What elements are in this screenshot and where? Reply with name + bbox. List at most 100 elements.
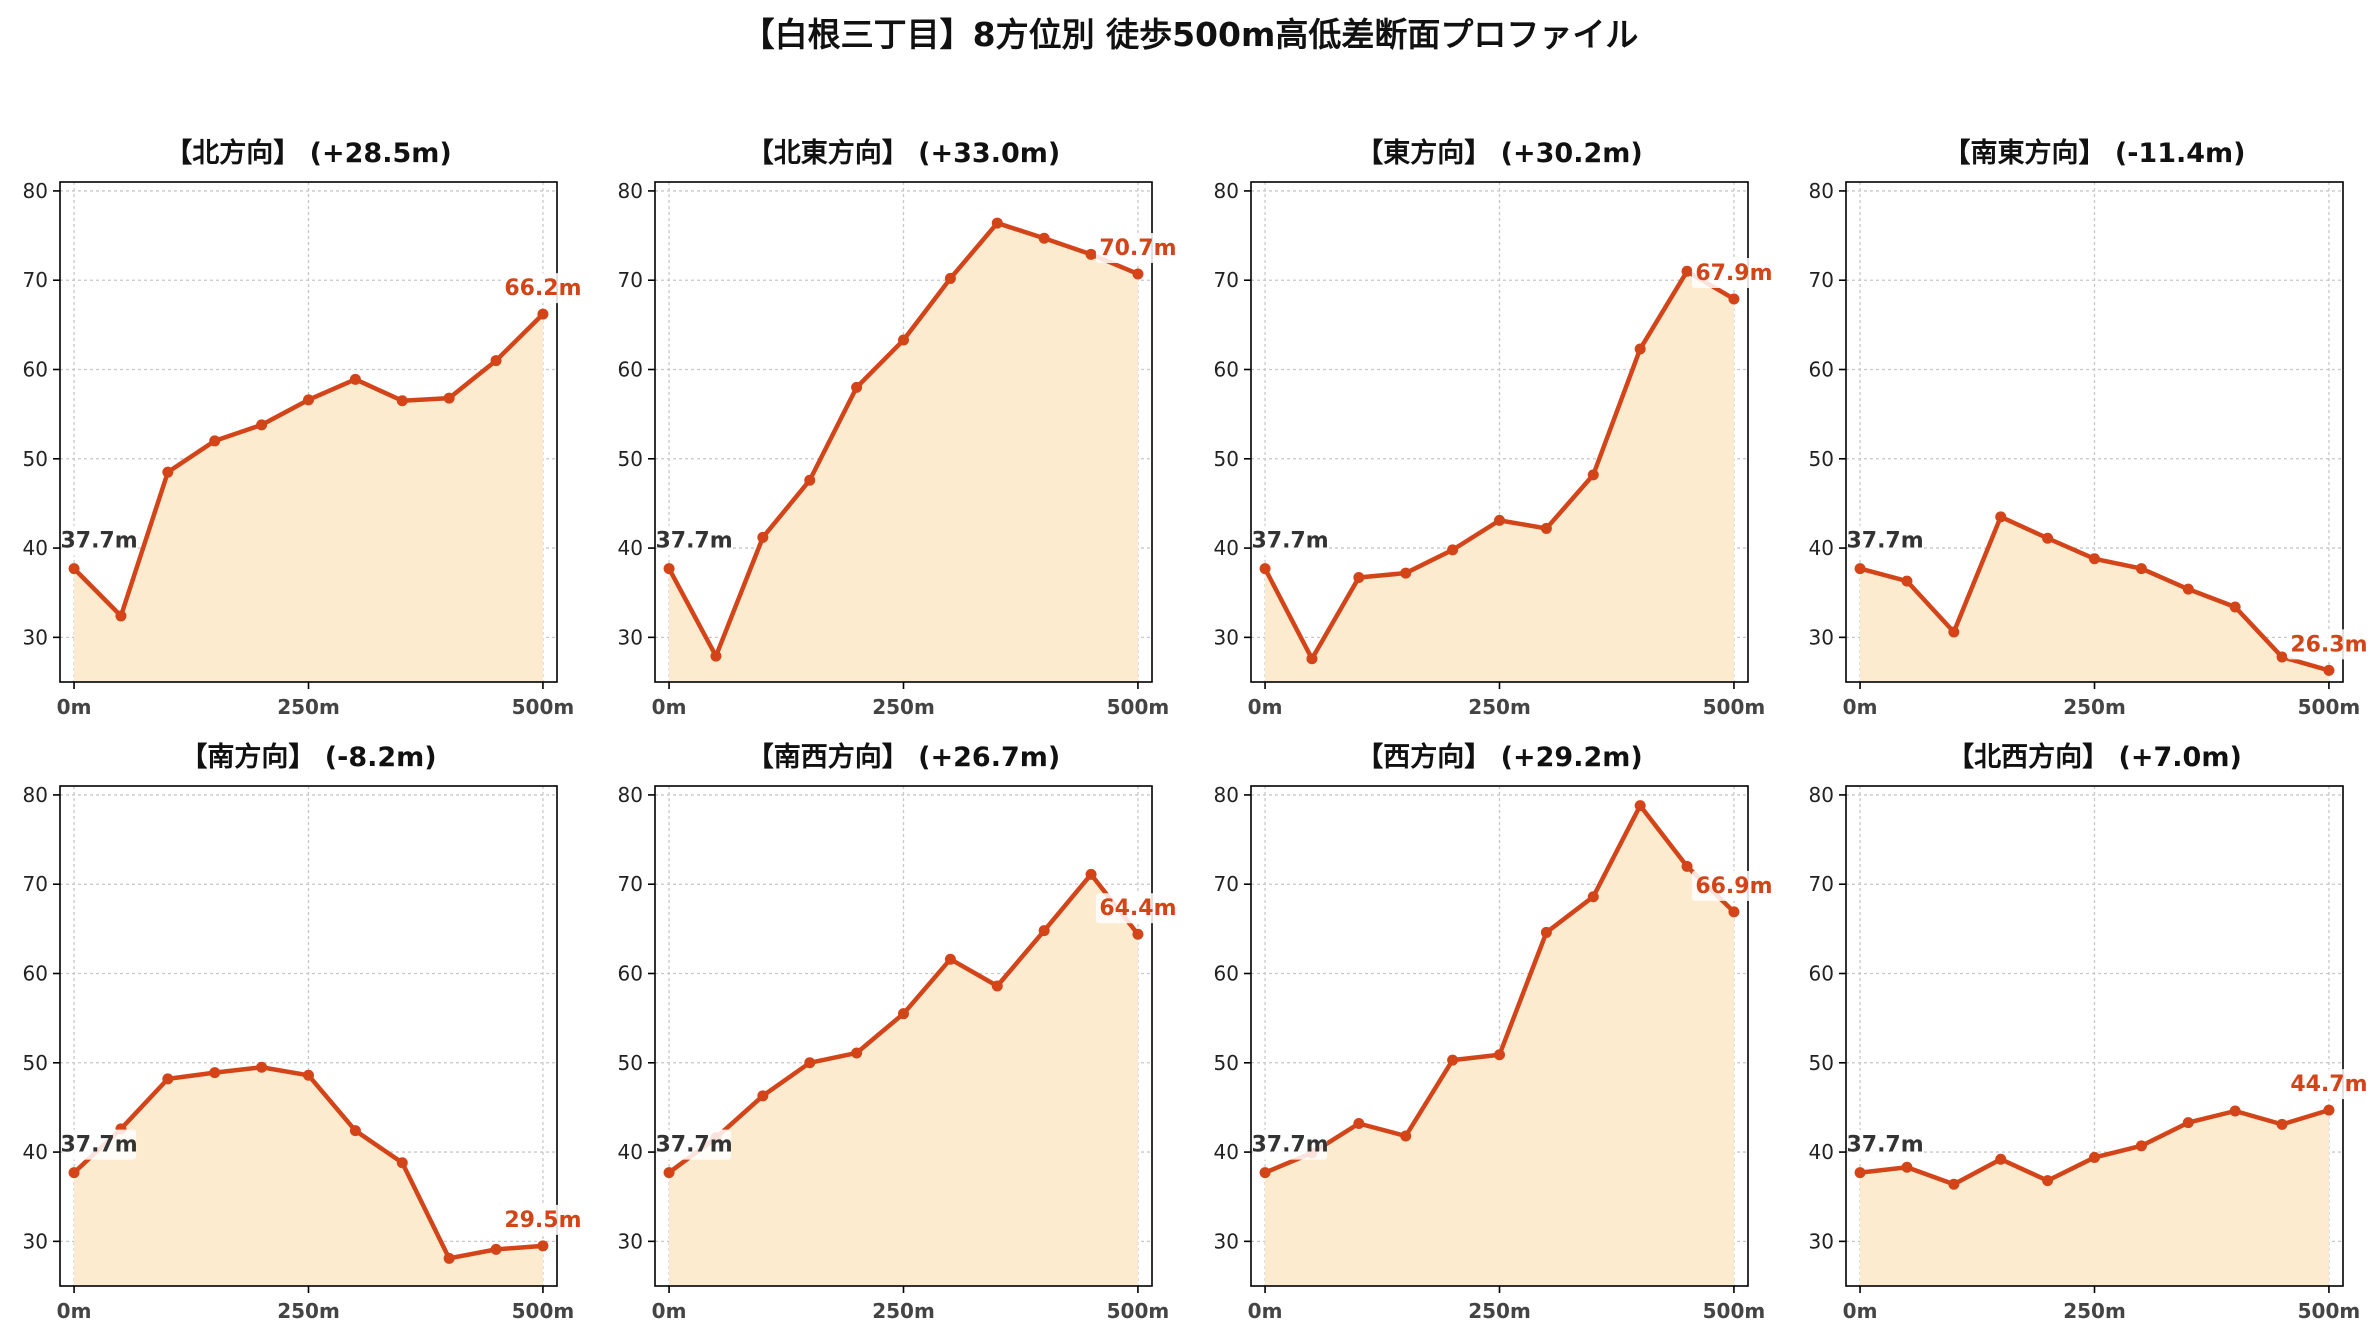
panel-title: 【西方向】 (+29.2m) (1356, 741, 1642, 773)
data-point (804, 1057, 816, 1069)
data-point (898, 1008, 909, 1020)
panel-2: 30 40 50 60 70 80 0m 250m 500m 【北東方向】 (+33.0m) 37.… (618, 137, 1180, 719)
start-value-label: 37.7m (1251, 529, 1328, 554)
y-tick-label: 30 (23, 1229, 48, 1253)
data-point (1728, 293, 1740, 305)
data-point (1259, 563, 1271, 575)
data-point (2276, 1118, 2288, 1130)
x-tick-label: 500m (1703, 1299, 1766, 1323)
y-tick-label: 50 (1809, 447, 1834, 471)
panel-7: 30 40 50 60 70 80 0m 250m 500m 【西方向】 (+29.2m) 37.7… (1214, 741, 1776, 1323)
data-point (2042, 1175, 2054, 1187)
x-tick-label: 500m (1107, 1299, 1170, 1323)
panel-title: 【南東方向】 (-11.4m) (1943, 137, 2245, 169)
end-value-label: 44.7m (2290, 1072, 2367, 1097)
data-point (443, 1252, 455, 1264)
data-point (1948, 626, 1960, 638)
area-fill (1265, 271, 1734, 682)
data-point (256, 419, 268, 431)
end-value-label: 26.3m (2290, 632, 2367, 657)
data-point (1085, 868, 1097, 880)
y-tick-label: 40 (1809, 536, 1834, 560)
data-point (490, 1243, 502, 1255)
panel-5: 30 40 50 60 70 80 0m 250m 500m 【南方向】 (-8.2m) 37.7m… (23, 741, 585, 1323)
data-point (1728, 906, 1740, 918)
start-value-label: 37.7m (655, 1133, 732, 1158)
data-point (944, 272, 956, 284)
y-tick-label: 80 (1809, 783, 1834, 807)
data-point (2182, 1117, 2194, 1129)
y-tick-label: 40 (1809, 1140, 1834, 1164)
data-point (1854, 563, 1866, 575)
y-tick-label: 80 (1214, 783, 1239, 807)
y-tick-label: 50 (1214, 447, 1239, 471)
x-tick-label: 250m (277, 1299, 340, 1323)
panel-6: 30 40 50 60 70 80 0m 250m 500m 【南西方向】 (+26.7m) 37.… (618, 741, 1180, 1323)
y-tick-label: 60 (1214, 962, 1239, 986)
end-label-bg (2286, 1069, 2371, 1100)
data-point (209, 1067, 221, 1079)
data-point (944, 953, 956, 965)
y-tick-label: 70 (618, 268, 643, 292)
data-point (537, 1240, 549, 1252)
x-tick-label: 500m (1107, 695, 1170, 719)
data-point (1681, 860, 1693, 872)
y-tick-label: 50 (1214, 1051, 1239, 1075)
data-point (1634, 800, 1646, 812)
y-tick-label: 70 (1809, 872, 1834, 896)
y-tick-label: 30 (1809, 625, 1834, 649)
panel-title: 【北西方向】 (+7.0m) (1947, 741, 2242, 773)
start-label-bg (62, 1129, 137, 1160)
y-tick-label: 80 (23, 179, 48, 203)
data-point (396, 1157, 408, 1169)
x-tick-label: 500m (512, 1299, 575, 1323)
data-point (1587, 469, 1599, 481)
panel-title: 【南方向】 (-8.2m) (180, 741, 436, 773)
y-tick-label: 50 (23, 447, 48, 471)
data-point (1447, 544, 1459, 556)
x-tick-label: 250m (2063, 1299, 2126, 1323)
x-tick-label: 0m (1248, 695, 1283, 719)
panel-title: 【東方向】 (+30.2m) (1356, 137, 1642, 169)
x-tick-label: 0m (1843, 1299, 1878, 1323)
data-point (1901, 575, 1913, 587)
data-point (396, 395, 408, 407)
data-point (991, 980, 1003, 992)
y-tick-label: 40 (618, 536, 643, 560)
data-point (1540, 926, 1552, 938)
data-point (663, 563, 675, 575)
panel-4: 30 40 50 60 70 80 0m 250m 500m 【南東方向】 (-11.4m) 37.… (1809, 137, 2371, 719)
end-label-bg (1095, 893, 1180, 924)
start-value-label: 37.7m (1846, 529, 1923, 554)
y-tick-label: 80 (618, 179, 643, 203)
data-point (663, 1167, 675, 1179)
data-point (2042, 532, 2054, 544)
end-label-bg (500, 273, 585, 304)
x-tick-label: 0m (652, 1299, 687, 1323)
y-tick-label: 40 (23, 1140, 48, 1164)
start-value-label: 37.7m (1251, 1133, 1328, 1158)
y-tick-label: 80 (23, 783, 48, 807)
data-point (2229, 601, 2241, 613)
data-point (2323, 1104, 2335, 1116)
data-point (1447, 1054, 1459, 1066)
x-tick-label: 250m (1468, 695, 1531, 719)
y-tick-label: 50 (23, 1051, 48, 1075)
start-label-bg (1848, 1129, 1923, 1160)
x-tick-label: 250m (2063, 695, 2126, 719)
data-point (2135, 563, 2147, 575)
start-label-bg (657, 1129, 732, 1160)
data-point (1132, 268, 1144, 280)
y-tick-label: 30 (1214, 625, 1239, 649)
y-tick-label: 30 (1809, 1229, 1834, 1253)
y-tick-label: 60 (23, 358, 48, 382)
data-point (490, 355, 502, 367)
data-point (1854, 1167, 1866, 1179)
data-point (162, 1073, 174, 1085)
start-value-label: 37.7m (60, 1133, 137, 1158)
end-label-bg (1095, 232, 1180, 263)
data-point (1038, 232, 1050, 244)
data-point (68, 563, 80, 575)
data-point (1587, 891, 1599, 903)
